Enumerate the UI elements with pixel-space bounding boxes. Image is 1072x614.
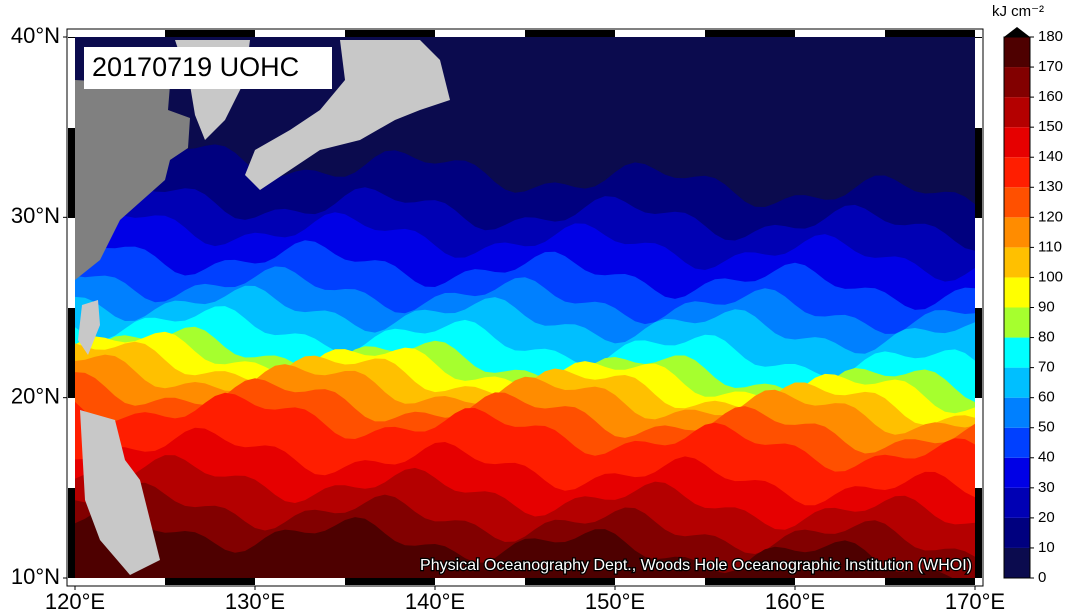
colorbar-swatch [1004,307,1030,338]
frame-segment [615,578,705,585]
colorbar: 0 10 20 30 40 50 60 70 80 90 100 110 120 130 140 150 160… [1003,27,1063,586]
mainland [75,80,190,280]
colorbar-swatch [1004,127,1030,158]
frame-segment [68,218,75,308]
colorbar-tick-label: 140 [1038,148,1063,165]
colorbar-tick-label: 10 [1038,539,1055,556]
y-tick-label: 20°N [11,383,60,408]
frame-segment [975,128,982,218]
title-box [84,47,332,89]
frame-segment [975,38,982,128]
colorbar-tick-label: 110 [1038,238,1062,255]
axes: 120°E 130°E 140°E 150°E 160°E 170°E 10°N 20°N 30… [11,23,1005,614]
colorbar-tick-label: 160 [1038,88,1063,105]
colorbar-swatch [1004,67,1030,98]
band [75,505,975,578]
frame-segment [975,218,982,308]
colorbar-unit: kJ cm⁻² [992,3,1044,20]
frame-segment [435,30,525,37]
taiwan [78,300,100,355]
colorbar-tick-label: 50 [1038,419,1055,436]
colorbar-swatch [1004,157,1030,188]
frame-segment [705,578,795,585]
x-tick-label: 120°E [45,589,105,614]
frame-segment [165,578,255,585]
colorbar-tick-label: 40 [1038,449,1055,466]
frame-segment [68,37,75,38]
colorbar-swatch [1004,427,1030,458]
title: 20170719 UOHC [92,52,299,82]
frame-segment [68,128,75,218]
y-tick-label: 30°N [11,203,60,228]
y-tick-label: 40°N [11,23,60,48]
colorbar-swatch [1004,37,1030,68]
x-tick-label: 170°E [945,589,1005,614]
frame-segment [525,578,615,585]
colorbar-tick-label: 130 [1038,178,1063,195]
x-tick-label: 130°E [225,589,285,614]
colorbar-swatch [1004,337,1030,368]
frame-segment [795,578,885,585]
frame-segment [975,308,982,398]
frame-segment [75,30,165,37]
frame-segment [885,578,975,585]
frame-segment [975,37,982,38]
frame-segment [255,30,345,37]
colorbar-swatch [1004,277,1030,308]
frame-segment [975,488,982,578]
x-tick-label: 140°E [405,589,465,614]
colorbar-tick-label: 20 [1038,509,1055,526]
frame-segment [795,30,885,37]
frame-segment [885,30,975,37]
colorbar-swatch [1004,247,1030,278]
frame-segment [435,578,525,585]
japan [245,40,450,190]
x-tick-label: 160°E [765,589,825,614]
colorbar-tick-label: 90 [1038,298,1055,315]
colorbar-tick-label: 150 [1038,118,1063,135]
credit: Physical Oceanography Dept., Woods Hole … [420,557,972,574]
frame-segment [68,488,75,578]
colorbar-tick-label: 120 [1038,208,1063,225]
x-tick-label: 150°E [585,589,645,614]
colorbar-swatch [1004,97,1030,128]
colorbar-swatch [1004,187,1030,218]
frame-segment [68,38,75,128]
frame-border [66,28,984,587]
colorbar-tick-label: 30 [1038,479,1055,496]
colorbar-swatch [1004,517,1030,548]
colorbar-tick-label: 80 [1038,329,1055,346]
colorbar-swatch [1004,217,1030,248]
philippines [80,410,160,575]
frame-segment [68,308,75,398]
frame-segment [525,30,615,37]
colorbar-swatch [1004,547,1030,578]
frame-segment [165,30,255,37]
colorbar-swatch [1004,397,1030,428]
colorbar-swatch [1004,367,1030,398]
colorbar-tick-label: 60 [1038,389,1055,406]
frame-segment [975,398,982,488]
colorbar-swatch [1004,487,1030,518]
frame-segment [68,398,75,488]
frame-segment [705,30,795,37]
colorbar-tick-label: 170 [1038,58,1063,75]
frame-segment [75,578,165,585]
y-tick-label: 10°N [11,564,60,589]
colorbar-tick-label: 0 [1038,569,1046,586]
colorbar-swatch [1004,457,1030,488]
frame-segment [255,578,345,585]
frame-segment [615,30,705,37]
colorbar-tick-label: 100 [1038,268,1063,285]
colorbar-tick-label: 180 [1038,28,1063,45]
frame-segment [345,578,435,585]
colorbar-tick-label: 70 [1038,359,1055,376]
frame-segment [345,30,435,37]
colorbar-over [1004,27,1030,37]
frame [66,28,984,587]
ohc-field [75,37,975,578]
